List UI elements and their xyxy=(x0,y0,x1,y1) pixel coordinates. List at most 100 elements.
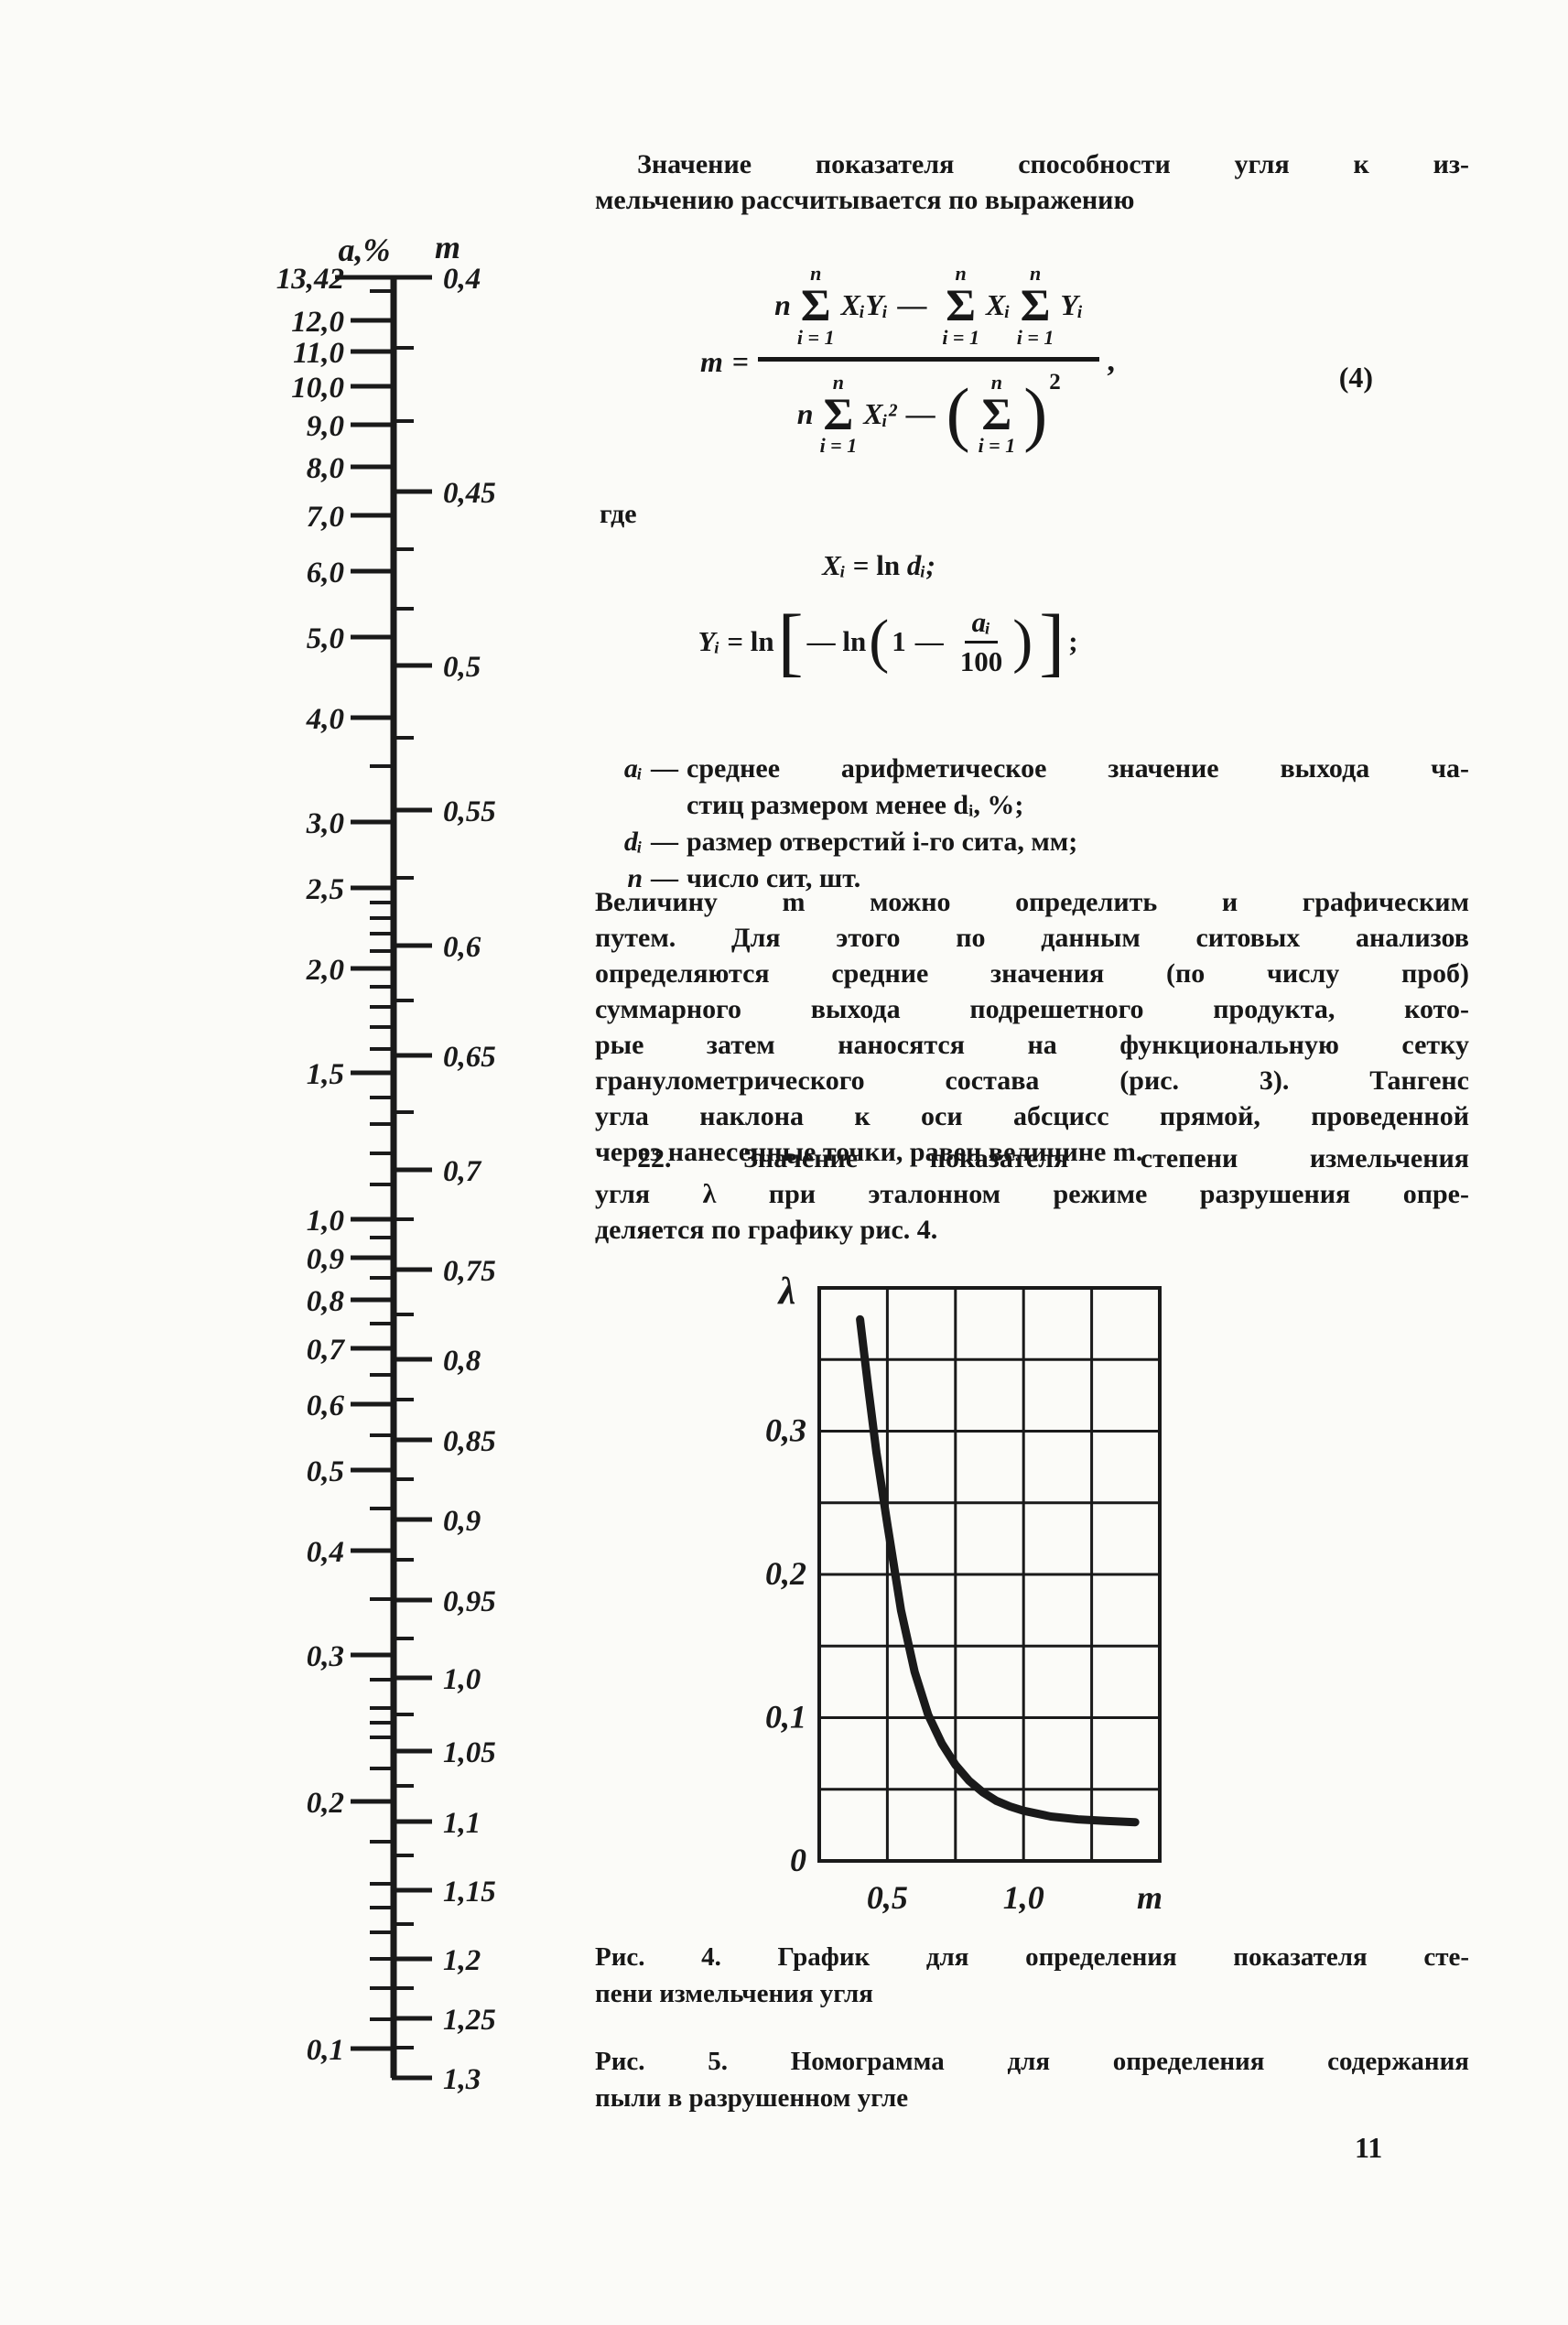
text-line: пени измельчения угля xyxy=(595,1979,873,2008)
scale-label-m: 0,7 xyxy=(443,1155,482,1188)
small-fraction: aᵢ 100 xyxy=(960,606,1003,677)
minus-sign: — xyxy=(806,625,836,658)
one: 1 xyxy=(892,625,906,658)
text-line: 22. Значение показателя степени измельче… xyxy=(637,1143,1469,1173)
scale-label-m: 0,45 xyxy=(443,477,496,510)
text-line: рые затем наносятся на функциональную се… xyxy=(595,1030,1469,1060)
scale-label-m: 0,75 xyxy=(443,1255,496,1288)
scale-right-header: m xyxy=(435,229,460,265)
scale-label-m: 1,2 xyxy=(443,1944,481,1977)
text-line: размер отверстий i-го сита, мм; xyxy=(687,827,1078,857)
term-yi: Yᵢ xyxy=(1060,288,1084,322)
scale-label-m: 0,85 xyxy=(443,1425,496,1458)
paragraph-graphical-method: Величину m можно определить и графически… xyxy=(595,884,1469,1170)
intro-paragraph: Значение показателя способности угля к и… xyxy=(595,146,1469,218)
term-xiyi: XᵢYᵢ xyxy=(840,288,889,322)
y-axis-label: λ xyxy=(777,1271,796,1313)
sum-lower: i = 1 xyxy=(796,325,835,349)
scale-label-a: 0,5 xyxy=(307,1455,344,1488)
equals-ln: = ln xyxy=(727,625,774,658)
hundred: 100 xyxy=(959,644,1003,677)
sigma: Σ xyxy=(981,387,1012,439)
scale-label-a: 9,0 xyxy=(307,410,344,443)
y-tick-label: 0,2 xyxy=(765,1555,806,1592)
text-line: угла наклона к оси абсцисс прямой, прове… xyxy=(595,1101,1469,1131)
term-xi-squared: Xᵢ² xyxy=(863,396,897,430)
scale-left-header: a,% xyxy=(339,232,391,268)
close-paren: ) xyxy=(1012,607,1033,675)
open-bracket: [ xyxy=(777,599,804,685)
sum-lower: i = 1 xyxy=(819,434,858,457)
text-line: Величину m можно определить и графически… xyxy=(595,887,1469,917)
di: dᵢ; xyxy=(906,549,935,581)
term-xi: Xᵢ xyxy=(985,288,1011,322)
scale-label-a: 1,0 xyxy=(307,1205,344,1238)
y-tick-label: 0,3 xyxy=(765,1412,806,1449)
text-line: стиц размером менее dᵢ, %; xyxy=(687,790,1024,820)
scale-label-m: 1,0 xyxy=(443,1663,481,1696)
definition-item: n — число сит, шт. xyxy=(595,860,1469,897)
text-line: путем. Для этого по данным ситовых анали… xyxy=(595,923,1469,953)
sigma: Σ xyxy=(823,387,854,439)
sum-upper: n xyxy=(1029,262,1042,285)
xi: Xᵢ xyxy=(822,549,847,581)
ln-operator: ln xyxy=(876,549,901,581)
x-tick-label: 1,0 xyxy=(1003,1879,1044,1916)
scale-label-a: 6,0 xyxy=(307,557,344,589)
text-line: суммарного выхода подрешетного продукта,… xyxy=(595,994,1469,1024)
ai: aᵢ xyxy=(964,606,999,643)
definition-body: среднее арифметическое значение выхода ч… xyxy=(687,751,1469,824)
scale-label-a: 3,0 xyxy=(306,807,344,840)
exponent-2: 2 xyxy=(1049,370,1061,395)
scale-label-a: 0,6 xyxy=(307,1390,345,1422)
scale-label-m: 1,15 xyxy=(443,1876,496,1909)
scale-label-a: 7,0 xyxy=(307,501,344,534)
scale-label-a: 10,0 xyxy=(291,372,344,405)
scale-label-m: 0,55 xyxy=(443,795,496,828)
text-line: определяются средние значения (по числу … xyxy=(595,958,1469,989)
page-number: 11 xyxy=(1355,2131,1383,2164)
scale-label-a: 2,5 xyxy=(306,873,344,906)
minus-sign: — xyxy=(914,625,944,658)
fig5-nomogram-scale: a,% m 13,42 12,011,010,0 9,0 8,0 7,0 6,0 5,0 4,0 3… xyxy=(276,229,496,2096)
scale-label-a: 0,4 xyxy=(307,1536,344,1569)
definition-term: n xyxy=(627,863,643,893)
text-line: деляется по графику рис. 4. xyxy=(595,1215,938,1245)
text-line: Рис. 5. Номограмма для определения содер… xyxy=(595,2047,1469,2076)
text-line: через нанесенные точки, равен величине m… xyxy=(595,1137,1143,1167)
fig4-chart: 0 0,1 0,2 0,3 0,5 1,0 λ m xyxy=(765,1271,1162,1916)
text-line: среднее арифметическое значение выхода ч… xyxy=(687,753,1469,784)
equation-xi: Xᵢ = ln dᵢ; xyxy=(595,549,1162,582)
open-paren: ( xyxy=(946,373,970,454)
scale-label-m: 1,05 xyxy=(443,1736,496,1769)
scale-label-a: 0,7 xyxy=(307,1334,346,1367)
text-line: мельчению рассчитывается по выражению xyxy=(595,185,1135,215)
scale-label-a: 0,9 xyxy=(307,1243,344,1276)
ln-operator: ln xyxy=(842,625,867,658)
text-line: пыли в разрушенном угле xyxy=(595,2083,909,2113)
sum-lower: i = 1 xyxy=(1016,325,1054,349)
definition-item: aᵢ — среднее арифметическое значение выход… xyxy=(595,751,1469,824)
x-axis-label: m xyxy=(1137,1879,1162,1916)
scale-label-a: 1,5 xyxy=(307,1058,344,1091)
scale-label-a: 0,2 xyxy=(307,1787,344,1820)
definition-term: dᵢ xyxy=(623,827,643,857)
x-tick-label: 0,5 xyxy=(867,1879,908,1916)
y-tick-label: 0 xyxy=(790,1842,806,1878)
sum-upper: n xyxy=(955,262,967,285)
text-line: Значение показателя способности угля к и… xyxy=(637,149,1469,179)
definition-item: dᵢ — размер отверстий i-го сита, мм; xyxy=(595,824,1469,860)
text-line: угля λ при эталонном режиме разрушения о… xyxy=(595,1179,1469,1209)
text-line: гранулометрического состава (рис. 3). Та… xyxy=(595,1065,1469,1096)
sum-lower: i = 1 xyxy=(942,325,979,349)
close-bracket: ] xyxy=(1039,599,1065,685)
text-line: число сит, шт. xyxy=(687,863,861,893)
sum-upper: n xyxy=(810,262,822,285)
scale-label-m: 0,9 xyxy=(443,1505,481,1538)
scale-label-m: 0,8 xyxy=(443,1345,481,1378)
definitions-list: aᵢ — среднее арифметическое значение выход… xyxy=(595,751,1469,897)
